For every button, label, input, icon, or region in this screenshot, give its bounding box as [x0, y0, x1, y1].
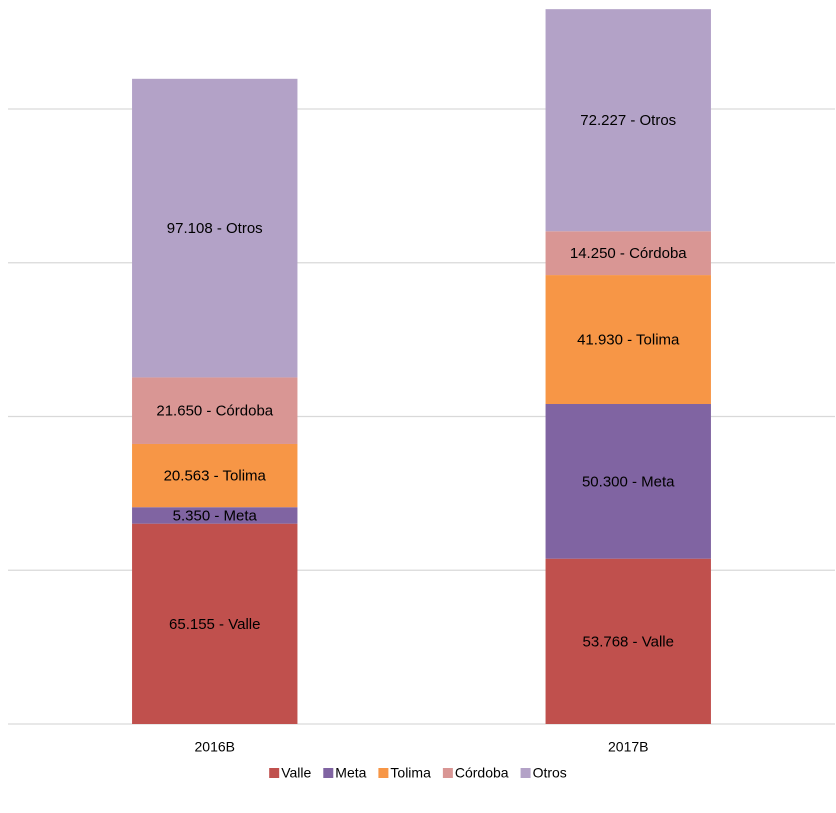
legend-label: Córdoba [455, 765, 509, 781]
data-label: 21.650 - Córdoba [156, 403, 273, 420]
bar-segment [545, 404, 711, 559]
legend-label: Valle [281, 765, 311, 781]
x-tick-label: 2017B [608, 739, 648, 755]
bar-segment [132, 507, 298, 524]
bar-segment [545, 231, 711, 276]
bar-segment [132, 377, 298, 444]
data-label: 14.250 - Córdoba [570, 245, 687, 262]
legend-label: Tolima [390, 765, 431, 781]
bar-segment [545, 558, 711, 724]
bar-segment [545, 275, 711, 405]
data-label: 97.108 - Otros [167, 220, 263, 237]
legend-swatch [323, 768, 334, 778]
data-label: 72.227 - Otros [580, 112, 676, 129]
data-label: 5.350 - Meta [173, 507, 258, 524]
data-label: 65.155 - Valle [169, 616, 260, 633]
data-label: 50.300 - Meta [582, 473, 675, 490]
bar-segment [132, 78, 298, 378]
data-label: 20.563 - Tolima [164, 468, 267, 485]
bar-segment [545, 9, 711, 232]
legend-swatch [269, 768, 280, 778]
x-tick-label: 2016B [195, 739, 235, 755]
legend-swatch [520, 768, 531, 778]
legend-label: Meta [335, 765, 366, 781]
legend-swatch [378, 768, 389, 778]
data-label: 41.930 - Tolima [577, 332, 680, 349]
bar-segment [132, 443, 298, 508]
legend-label: Otros [533, 765, 567, 781]
data-label: 53.768 - Valle [583, 633, 674, 650]
bar-segment [132, 523, 298, 724]
legend-swatch [442, 768, 453, 778]
